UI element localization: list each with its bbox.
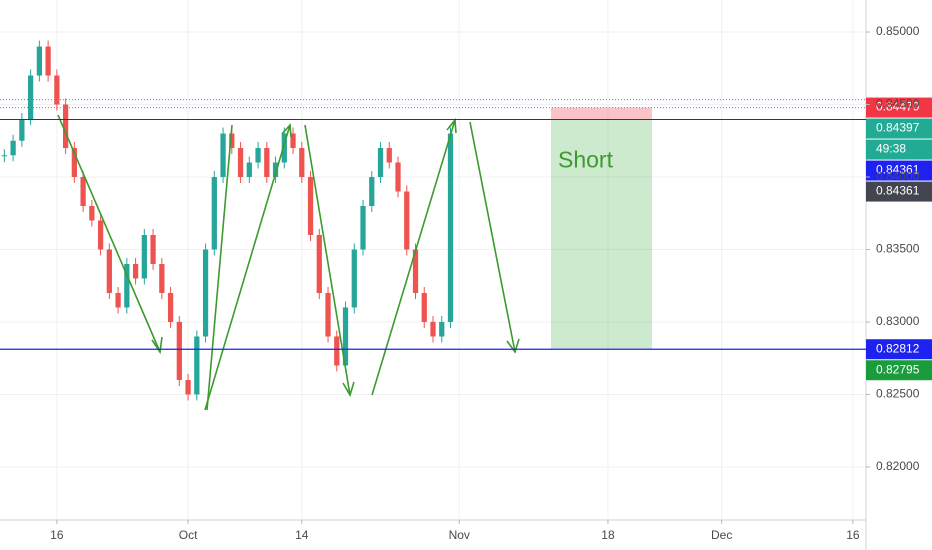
candle-body: [19, 119, 25, 141]
arrow-line: [304, 124, 351, 396]
arrow-line: [469, 121, 516, 353]
price-tag: [866, 339, 932, 360]
candle-body: [272, 162, 279, 178]
y-tick-label: 0.82500: [876, 387, 920, 401]
candle-body: [351, 249, 357, 308]
price-tag-label: 0.84361: [876, 184, 920, 198]
candle-body: [185, 379, 191, 395]
x-tick-label: 18: [601, 528, 615, 542]
candle-body: [395, 162, 401, 192]
candle-body: [369, 177, 375, 206]
candle-body: [97, 220, 104, 250]
arrow-head: [342, 381, 355, 397]
candle-body: [80, 177, 86, 206]
candle-body: [377, 148, 384, 178]
candle-body: [10, 140, 16, 156]
arrow-head: [151, 336, 163, 355]
price-tag-label: 0.84479: [876, 100, 920, 114]
candle-body: [124, 263, 130, 308]
candle-body: [281, 133, 287, 163]
y-tick-label: 0.84500: [876, 97, 920, 111]
x-tick-label: Oct: [179, 528, 198, 542]
price-tag-label: 0.82812: [876, 341, 920, 355]
price-labels: 0.84479 0.84397 49:38 0.84361 0.84361 0.82812…: [866, 97, 932, 381]
candle-body: [27, 75, 34, 120]
candle-body: [159, 263, 165, 293]
arrow-line: [204, 124, 291, 411]
arrow-head: [506, 338, 520, 354]
candles: [1, 40, 454, 401]
candle-body: [176, 321, 182, 380]
candle-body: [141, 234, 147, 279]
candle-body: [71, 148, 77, 178]
price-tag: [866, 139, 932, 160]
candle-body: [167, 292, 174, 322]
arrow-head: [281, 123, 292, 138]
candle-body: [45, 46, 51, 76]
candle-body: [132, 263, 139, 279]
candle-body: [1, 155, 7, 157]
arrow-line: [206, 124, 233, 411]
candle-body: [150, 234, 156, 264]
stop-zone: [551, 107, 652, 120]
candle-body: [115, 292, 121, 308]
price-tag-label: 49:38: [876, 142, 906, 156]
arrow-line: [57, 114, 161, 353]
x-tick-label: 16: [50, 528, 64, 542]
candle-body: [325, 292, 331, 337]
candle-body: [54, 75, 60, 105]
candle-body: [430, 321, 436, 337]
candle-body: [229, 133, 235, 149]
candle-body: [404, 191, 410, 250]
price-tag-label: 0.84361: [876, 163, 920, 177]
candle-body: [299, 148, 305, 178]
price-tag: [866, 118, 932, 139]
candle-body: [386, 148, 392, 163]
candle-body: [220, 133, 226, 178]
candle-body: [89, 205, 95, 221]
price-tag: [866, 160, 932, 181]
x-tick-label: Nov: [449, 528, 470, 542]
y-tick-label: 0.85000: [876, 24, 920, 38]
y-tick-label: 0.83500: [876, 242, 920, 256]
x-tick-label: Dec: [711, 528, 732, 542]
candle-body: [106, 249, 112, 293]
candle-body: [307, 177, 314, 235]
candle-body: [412, 249, 419, 293]
position-label: Short: [558, 146, 614, 172]
candle-body: [246, 162, 252, 178]
candle-body: [439, 321, 445, 337]
y-tick-label: 0.84000: [876, 169, 920, 183]
price-tag: [866, 181, 932, 202]
candle-body: [194, 336, 200, 395]
candle-body: [342, 307, 349, 366]
candle-body: [334, 336, 340, 366]
candle-body: [421, 292, 427, 322]
y-tick-label: 0.83000: [876, 314, 920, 328]
candle-body: [62, 104, 69, 149]
candle-body: [202, 249, 209, 337]
candle-body: [36, 46, 42, 76]
price-tag-label: 0.84397: [876, 121, 920, 135]
price-tag: [866, 97, 932, 118]
x-tick-label: 16: [846, 528, 860, 542]
candle-body: [290, 133, 296, 149]
candle-body: [237, 148, 244, 178]
candle-body: [360, 205, 366, 250]
candle-body: [264, 148, 270, 178]
target-zone: [551, 119, 652, 350]
candle-body: [447, 133, 454, 322]
candle-body: [316, 234, 322, 293]
x-tick-label: 14: [295, 528, 309, 542]
candle-body: [211, 177, 217, 250]
price-tag: [866, 360, 932, 381]
price-tag-label: 0.82795: [876, 362, 920, 376]
y-tick-label: 0.82000: [876, 459, 920, 473]
arrow-head: [446, 117, 457, 134]
position-box: Short: [551, 107, 652, 350]
candle-body: [255, 148, 261, 163]
